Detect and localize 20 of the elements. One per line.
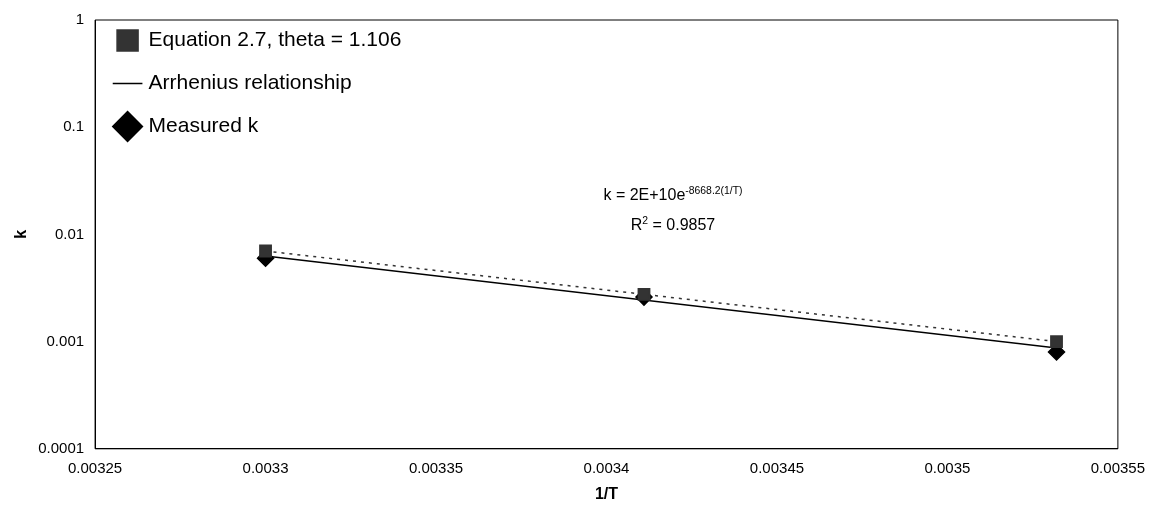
x-tick-label: 0.0033 [242, 458, 289, 476]
legend-label: Equation 2.7, theta = 1.106 [148, 27, 402, 51]
y-tick-label: 1 [75, 10, 85, 28]
x-tick-label: 0.0034 [583, 458, 630, 476]
x-axis-title: 1/T [594, 484, 619, 502]
legend-label: Arrhenius relationship [148, 70, 352, 94]
y-tick-label: 0.0001 [38, 438, 85, 456]
point [637, 287, 651, 301]
y-tick-label: 0.01 [54, 224, 85, 242]
point [259, 244, 272, 258]
y-axis-title: k [12, 229, 30, 239]
y-tick-label: 0.001 [46, 331, 85, 349]
x-tick-label: 0.00335 [408, 458, 464, 476]
x-tick-label: 0.00355 [1090, 458, 1146, 476]
x-tick-label: 0.0035 [924, 458, 971, 476]
x-tick-label: 0.00345 [749, 458, 805, 476]
y-tick-label: 0.1 [63, 117, 85, 135]
legend-label: Measured k [148, 113, 259, 137]
x-tick-label: 0.00325 [67, 458, 123, 476]
point [1050, 335, 1063, 349]
